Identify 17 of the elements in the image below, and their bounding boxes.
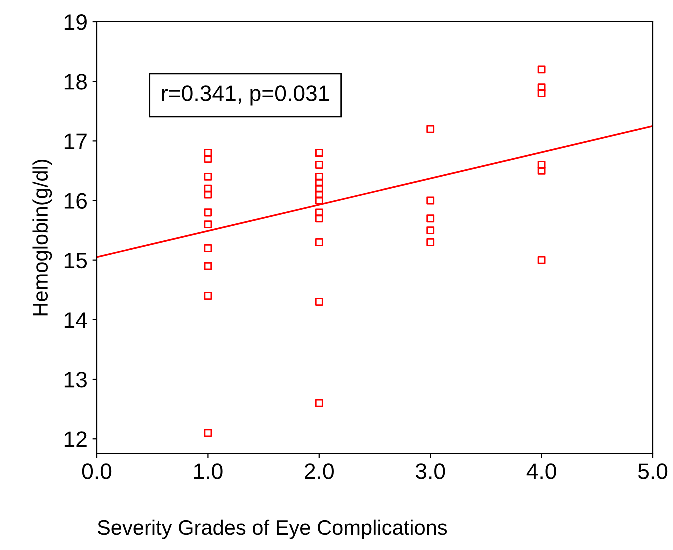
x-tick-label: 1.0 <box>194 464 223 480</box>
x-tick-label: 0.0 <box>82 464 112 480</box>
y-axis-title: Hemoglobin(g/dl) <box>32 160 52 316</box>
y-tick-label: 16 <box>64 193 87 210</box>
y-tick-label: 19 <box>64 14 87 30</box>
x-tick-label: 2.0 <box>305 464 334 480</box>
annotation: r=0.341, p=0.031 <box>162 86 330 106</box>
x-tick-label: 5.0 <box>638 464 668 480</box>
y-tick-label: 18 <box>64 74 88 90</box>
y-tick-label: 13 <box>64 372 87 388</box>
x-axis-title: Severity Grades of Eye Complications <box>98 520 448 540</box>
x-tick-label: 3.0 <box>416 464 446 480</box>
y-tick-label: 17 <box>64 134 87 150</box>
y-tick-label: 15 <box>64 253 88 269</box>
y-tick-label: 12 <box>64 432 87 448</box>
y-tick-label: 14 <box>64 312 88 328</box>
x-tick-label: 4.0 <box>526 464 556 480</box>
